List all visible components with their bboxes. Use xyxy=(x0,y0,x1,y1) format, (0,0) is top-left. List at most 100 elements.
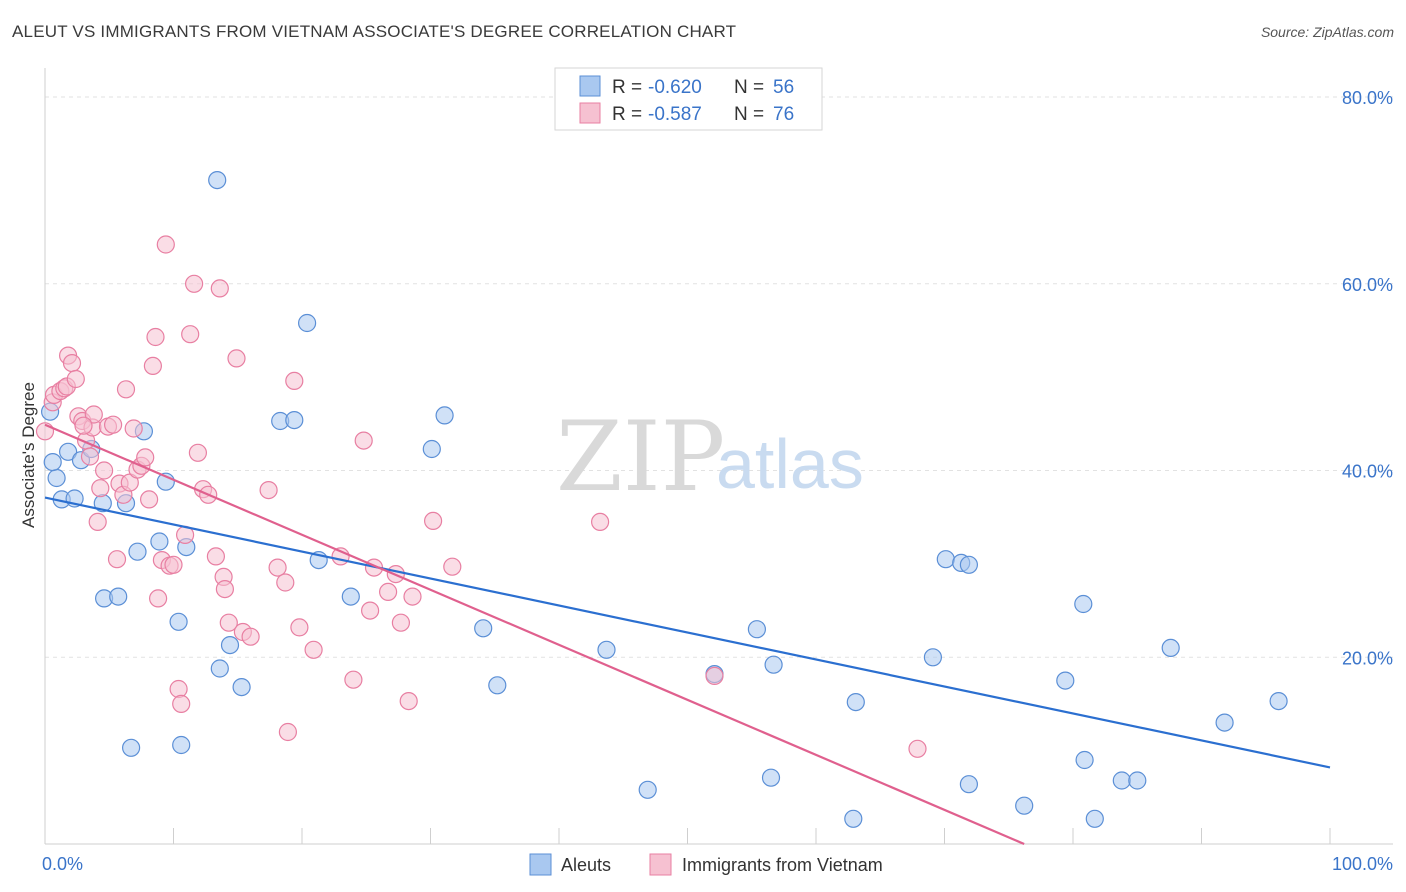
scatter-point-vietnam xyxy=(66,369,85,389)
scatter-point-vietnam xyxy=(80,447,100,466)
scatter-point-aleuts xyxy=(846,692,865,712)
scatter-point-aleuts xyxy=(1269,691,1288,711)
scatter-point-vietnam xyxy=(219,613,238,632)
scatter-point-aleuts xyxy=(923,648,943,667)
scatter-point-aleuts xyxy=(435,406,454,425)
scatter-point-aleuts xyxy=(220,635,240,655)
scatter-point-aleuts xyxy=(1128,771,1147,790)
scatter-point-vietnam xyxy=(278,722,297,742)
scatter-point-vietnam xyxy=(227,349,246,368)
y-axis-label: Associate's Degree xyxy=(19,382,38,528)
legend-r-label-2: R = xyxy=(612,104,642,125)
legend-n-label-1: N = xyxy=(734,77,764,98)
scatter-point-vietnam xyxy=(276,573,295,592)
legend-n-label-2: N = xyxy=(734,104,764,125)
watermark-atlas: atlas xyxy=(716,425,864,503)
scatter-point-vietnam xyxy=(107,550,127,569)
scatter-point-aleuts xyxy=(232,677,251,697)
trendline-aleuts xyxy=(44,496,1331,769)
scatter-point-vietnam xyxy=(285,371,304,390)
scatter-point-vietnam xyxy=(146,327,165,347)
scatter-point-aleuts xyxy=(43,453,62,472)
scatter-point-vietnam xyxy=(74,416,93,435)
scatter-point-vietnam xyxy=(290,618,309,637)
scatter-point-vietnam xyxy=(188,443,207,462)
scatter-point-vietnam xyxy=(210,279,229,298)
bottom-legend-label-vietnam: Immigrants from Vietnam xyxy=(682,855,883,875)
scatter-point-aleuts xyxy=(1161,638,1180,658)
legend-swatch-aleuts xyxy=(579,75,601,97)
scatter-point-vietnam xyxy=(156,235,175,254)
scatter-point-aleuts xyxy=(128,542,147,561)
scatter-point-aleuts xyxy=(208,171,227,190)
scatter-point-aleuts xyxy=(474,619,493,638)
trendline-vietnam xyxy=(44,423,1025,846)
scatter-point-aleuts xyxy=(1075,750,1094,770)
scatter-point-vietnam xyxy=(164,555,183,574)
scatter-point-vietnam xyxy=(116,380,136,399)
scatter-point-vietnam xyxy=(143,356,162,375)
scatter-point-aleuts xyxy=(422,439,441,459)
scatter-point-vietnam xyxy=(169,679,188,699)
legend-n-value-1: 56 xyxy=(773,77,794,98)
y-tick-label: 80.0% xyxy=(1342,88,1393,108)
source-label: Source: ZipAtlas.com xyxy=(1260,24,1394,40)
scatter-point-vietnam xyxy=(136,448,155,467)
scatter-point-vietnam xyxy=(379,582,398,602)
legend-n-value-2: 76 xyxy=(773,104,794,125)
scatter-point-aleuts xyxy=(58,442,78,461)
scatter-point-vietnam xyxy=(403,587,422,606)
scatter-point-aleuts xyxy=(1015,796,1034,815)
legend: R = -0.620 N = 56 R = -0.587 N = 76 xyxy=(554,67,823,131)
bottom-legend-swatch-vietnam xyxy=(649,853,672,876)
x-tick-label: 100.0% xyxy=(1332,854,1393,874)
scatter-point-aleuts xyxy=(638,780,657,799)
scatter-point-vietnam xyxy=(149,589,168,608)
legend-r-value-2: -0.587 xyxy=(648,104,702,125)
scatter-point-vietnam xyxy=(84,405,103,424)
watermark-zip: ZIP xyxy=(556,401,725,513)
scatter-point-aleuts xyxy=(285,411,304,430)
scatter-point-vietnam xyxy=(62,354,82,373)
scatter-point-aleuts xyxy=(122,738,141,757)
scatter-point-vietnam xyxy=(399,691,418,711)
scatter-point-aleuts xyxy=(298,313,317,333)
scatter-point-vietnam xyxy=(140,490,159,509)
scatter-point-vietnam xyxy=(88,512,107,532)
scatter-point-vietnam xyxy=(259,481,278,500)
scatter-point-aleuts xyxy=(1056,671,1075,690)
scatter-point-vietnam xyxy=(908,739,927,758)
scatter-point-aleuts xyxy=(764,655,783,674)
scatter-point-aleuts xyxy=(1085,809,1104,828)
scatter-point-aleuts xyxy=(109,587,128,606)
scatter-point-vietnam xyxy=(304,640,323,659)
scatter-point-aleuts xyxy=(597,640,616,659)
y-tick-label: 60.0% xyxy=(1342,275,1393,295)
y-tick-label: 20.0% xyxy=(1342,648,1393,668)
scatter-point-vietnam xyxy=(354,431,373,450)
legend-swatch-vietnam xyxy=(579,102,601,124)
scatter-point-vietnam xyxy=(705,666,724,686)
scatter-point-aleuts xyxy=(341,587,360,606)
scatter-point-aleuts xyxy=(1074,594,1093,614)
scatter-point-aleuts xyxy=(747,620,767,639)
scatter-point-vietnam xyxy=(590,512,610,532)
scatter-point-vietnam xyxy=(241,627,260,646)
scatter-point-aleuts xyxy=(172,735,191,755)
scatter-point-aleuts xyxy=(761,768,781,787)
x-tick-label: 0.0% xyxy=(42,854,83,874)
scatter-point-aleuts xyxy=(488,676,507,695)
scatter-point-aleuts xyxy=(150,532,169,551)
scatter-point-vietnam xyxy=(181,325,200,344)
scatter-point-vietnam xyxy=(361,601,380,620)
scatter-point-vietnam xyxy=(91,479,110,498)
scatter-point-vietnam xyxy=(124,419,143,438)
bottom-legend-swatch-aleuts xyxy=(529,853,552,876)
scatter-point-aleuts xyxy=(844,809,863,828)
scatter-point-aleuts xyxy=(47,468,66,488)
scatter-point-aleuts xyxy=(959,775,979,794)
y-tick-label: 40.0% xyxy=(1342,462,1393,482)
scatter-point-vietnam xyxy=(443,557,462,576)
scatter-point-vietnam xyxy=(185,274,204,293)
scatter-point-vietnam xyxy=(424,511,443,531)
